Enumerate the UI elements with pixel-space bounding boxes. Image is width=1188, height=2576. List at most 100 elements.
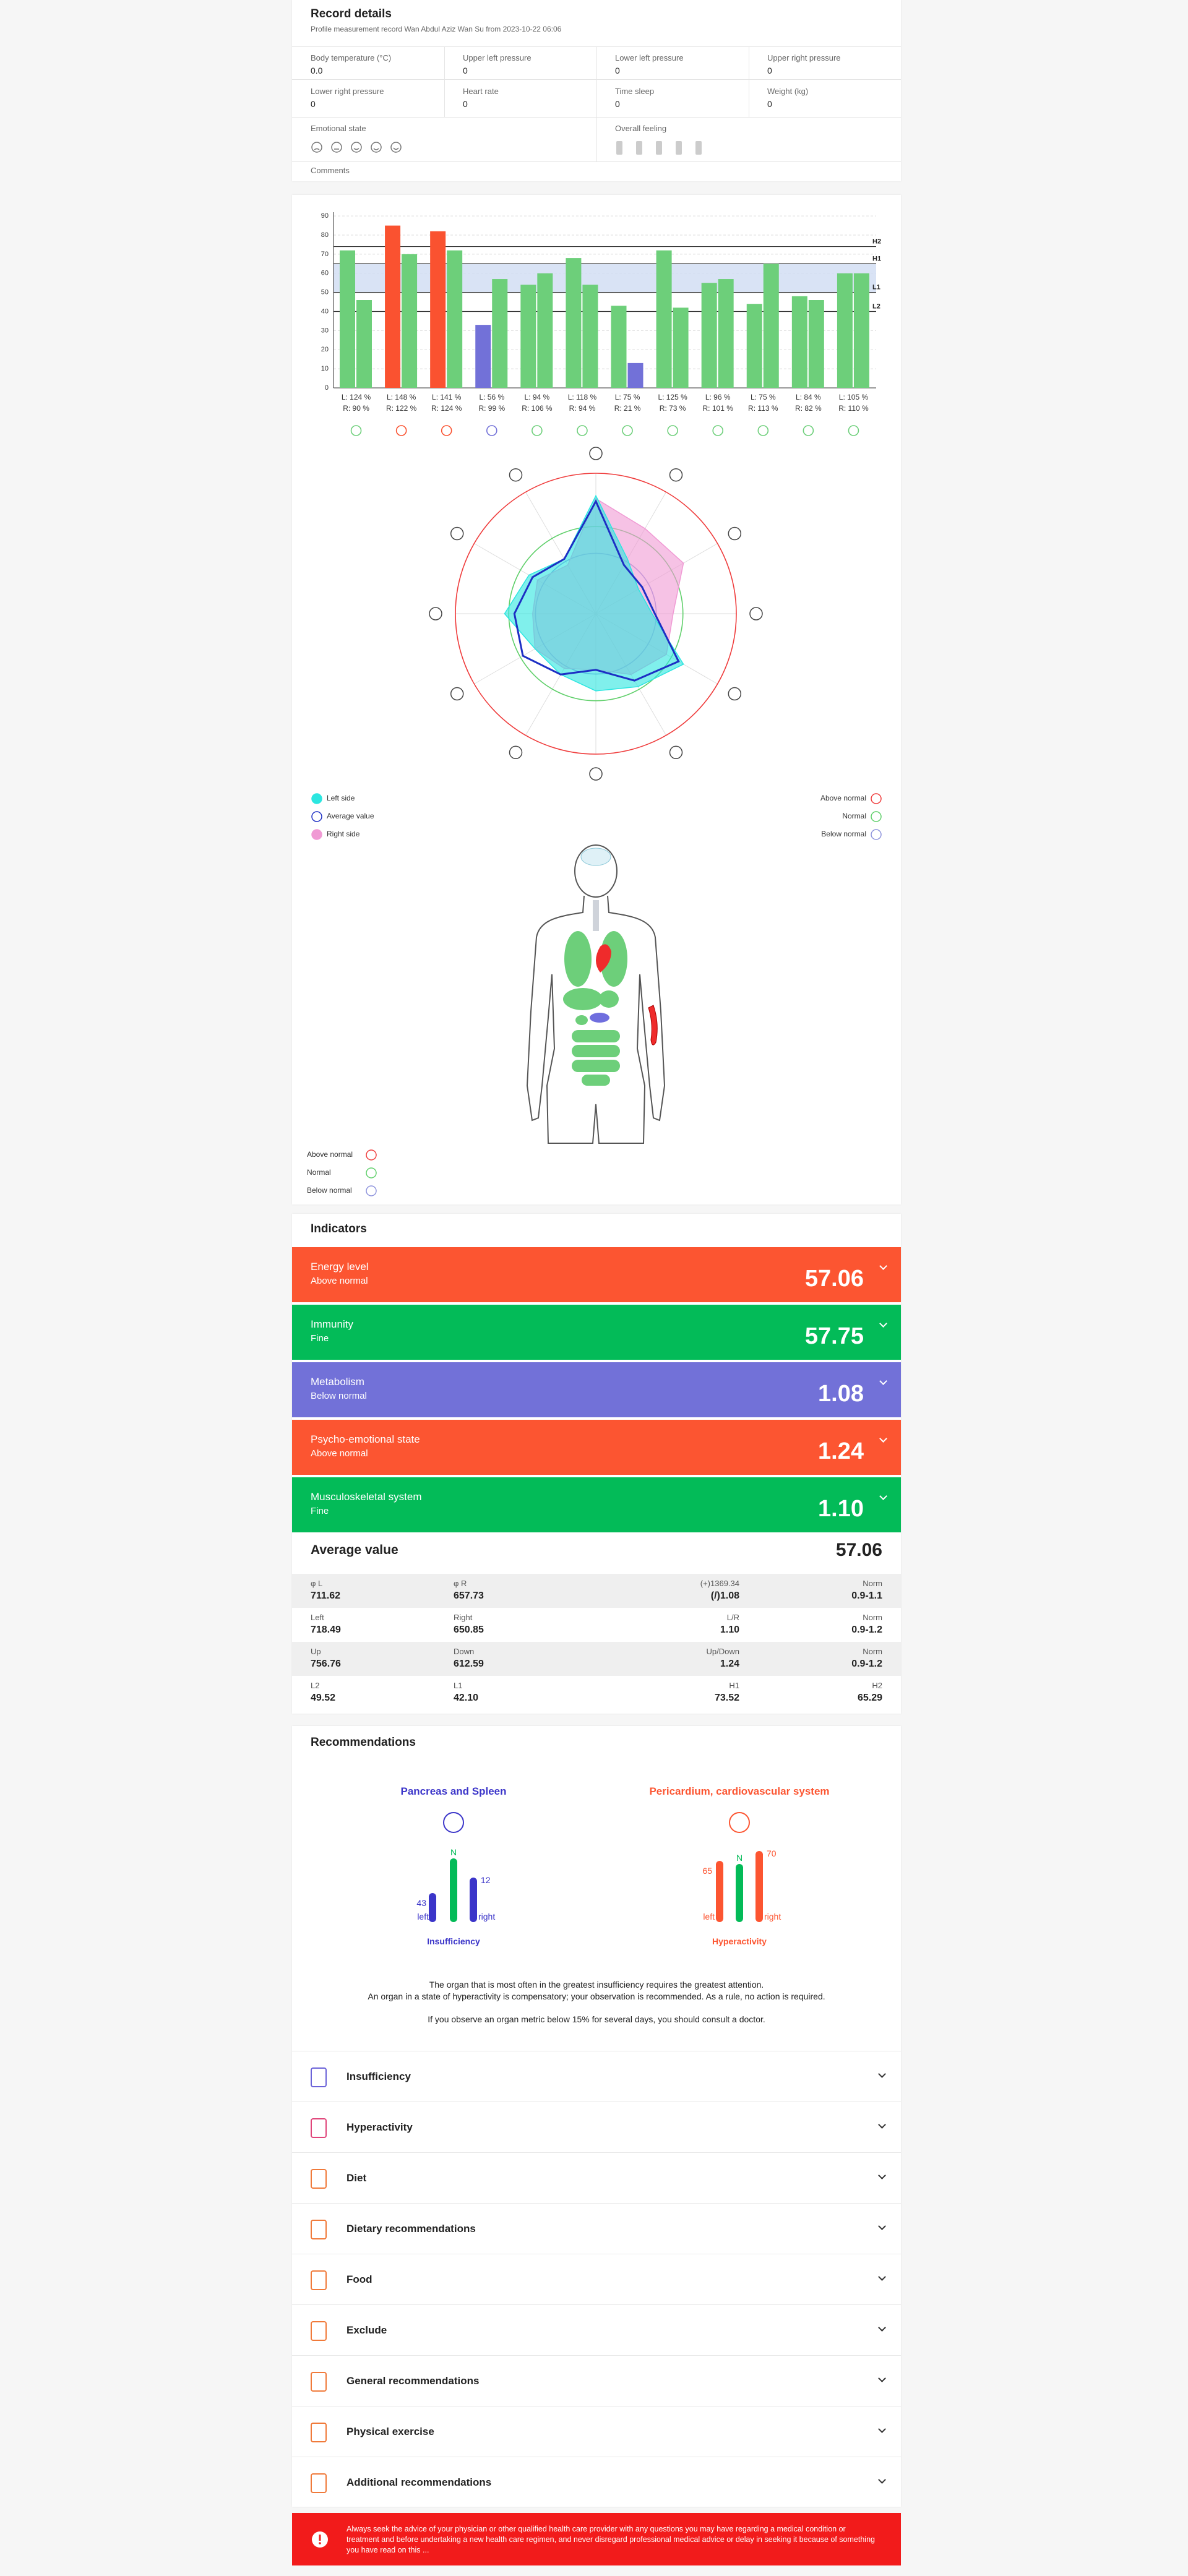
indicator-row[interactable]: Metabolism Below normal 1.08 xyxy=(292,1362,901,1417)
bar-label: R: 99 % xyxy=(478,404,505,413)
legend-label[interactable]: Right side xyxy=(327,830,360,838)
axis-icon[interactable] xyxy=(589,767,603,781)
state-label: Insufficiency xyxy=(427,1936,480,1946)
bar-label: L: 84 % xyxy=(796,393,821,401)
ring-legend-swatch xyxy=(871,811,882,822)
section-icon xyxy=(311,2473,327,2493)
stomach xyxy=(599,990,619,1008)
organ-icon[interactable] xyxy=(803,425,814,436)
axis-icon[interactable] xyxy=(450,526,464,541)
accordion-row[interactable]: Food xyxy=(292,2254,901,2305)
organ-icon[interactable] xyxy=(622,425,633,436)
bar-label: L: 94 % xyxy=(525,393,550,401)
axis-icon[interactable] xyxy=(728,526,742,541)
accordion-row[interactable]: Physical exercise xyxy=(292,2406,901,2457)
bar-label: L: 148 % xyxy=(387,393,416,401)
accordion-row[interactable]: Hyperactivity xyxy=(292,2102,901,2153)
field-value: 0 xyxy=(767,99,772,109)
accordion-row[interactable]: Additional recommendations xyxy=(292,2457,901,2508)
indicator-row[interactable]: Energy level Above normal 57.06 xyxy=(292,1247,901,1302)
gallbladder xyxy=(575,1015,588,1025)
bar-label: L: 75 % xyxy=(751,393,776,401)
legend-label[interactable]: Average value xyxy=(327,812,374,820)
chevron[interactable] xyxy=(878,2476,886,2484)
axis-icon[interactable] xyxy=(450,687,464,701)
chevron[interactable] xyxy=(878,2171,886,2179)
right-label: right xyxy=(478,1912,496,1921)
level-bar xyxy=(470,1878,477,1922)
axis-icon[interactable] xyxy=(509,745,523,760)
radar-area xyxy=(504,494,684,692)
chevron[interactable] xyxy=(878,2374,886,2382)
bar xyxy=(356,300,372,388)
indicator-status: Above normal xyxy=(311,1276,368,1286)
organ-icon[interactable] xyxy=(350,425,362,436)
bar xyxy=(701,283,717,388)
indicator-status: Fine xyxy=(311,1506,329,1516)
indicator-row[interactable]: Immunity Fine 57.75 xyxy=(292,1305,901,1360)
axis-icon[interactable] xyxy=(669,745,683,760)
organ-icon[interactable] xyxy=(441,425,452,436)
chevron[interactable] xyxy=(879,1320,887,1328)
bar-label: R: 124 % xyxy=(431,404,462,413)
bar-label: R: 110 % xyxy=(838,404,869,413)
legend-swatch[interactable] xyxy=(311,811,322,822)
chevron[interactable] xyxy=(878,2222,886,2230)
organ-icon[interactable] xyxy=(440,1809,467,1836)
bar xyxy=(673,307,689,388)
intestines xyxy=(572,1030,620,1086)
axis-icon[interactable] xyxy=(749,607,763,620)
organ-icon[interactable] xyxy=(726,1809,753,1836)
axis-icon[interactable] xyxy=(589,447,603,460)
bar xyxy=(656,250,672,388)
accordion-row[interactable]: Insufficiency xyxy=(292,2051,901,2102)
chevron[interactable] xyxy=(878,2273,886,2281)
emotion-icons[interactable] xyxy=(311,140,410,155)
divider xyxy=(444,79,445,117)
organ-icon[interactable] xyxy=(712,425,724,436)
indicator-row[interactable]: Psycho-emotional state Above normal 1.24 xyxy=(292,1420,901,1475)
body-figure xyxy=(526,844,666,1144)
state-label: Hyperactivity xyxy=(712,1936,767,1946)
chevron[interactable] xyxy=(878,2324,886,2332)
accordion-row[interactable]: Diet xyxy=(292,2152,901,2204)
axis-icon[interactable] xyxy=(429,607,442,620)
indicators-title: Indicators xyxy=(311,1222,367,1235)
brain xyxy=(580,848,611,866)
legend-swatch[interactable] xyxy=(311,793,322,804)
bar-label: L: 141 % xyxy=(432,393,462,401)
chevron[interactable] xyxy=(879,1435,887,1443)
bar xyxy=(447,250,463,388)
organ-icon[interactable] xyxy=(667,425,678,436)
chevron[interactable] xyxy=(879,1377,887,1385)
axis-icon[interactable] xyxy=(728,687,742,701)
cell-value: 756.76 xyxy=(311,1659,341,1669)
record-title: Record details xyxy=(311,7,392,20)
axis-icon[interactable] xyxy=(669,468,683,482)
legend-label[interactable]: Left side xyxy=(327,794,355,802)
emotional-label: Emotional state xyxy=(311,124,366,133)
bar xyxy=(718,279,734,388)
legend-swatch[interactable] xyxy=(311,829,322,840)
left-label: left xyxy=(417,1912,429,1921)
chevron[interactable] xyxy=(879,1492,887,1500)
table-row: Up 756.76 Down 612.59 Up/Down 1.24 Norm 0.9-1.2 xyxy=(292,1642,901,1676)
organ-icon[interactable] xyxy=(757,425,769,436)
organ-icon[interactable] xyxy=(848,425,859,436)
accordion-row[interactable]: Exclude xyxy=(292,2304,901,2356)
organ-icon[interactable] xyxy=(395,425,407,436)
organ-icon[interactable] xyxy=(577,425,588,436)
chevron[interactable] xyxy=(878,2425,886,2433)
organ-icon[interactable] xyxy=(532,425,543,436)
indicator-row[interactable]: Musculoskeletal system Fine 1.10 xyxy=(292,1477,901,1532)
bar xyxy=(402,254,418,388)
organ-icon[interactable] xyxy=(486,425,497,436)
accordion-row[interactable]: General recommendations xyxy=(292,2355,901,2406)
chevron[interactable] xyxy=(879,1262,887,1270)
feeling-icons[interactable] xyxy=(615,139,714,156)
accordion-row[interactable]: Dietary recommendations xyxy=(292,2203,901,2254)
chevron[interactable] xyxy=(878,2121,886,2129)
body-legend-label: Below normal xyxy=(307,1186,352,1195)
axis-icon[interactable] xyxy=(509,468,523,482)
chevron[interactable] xyxy=(878,2070,886,2078)
